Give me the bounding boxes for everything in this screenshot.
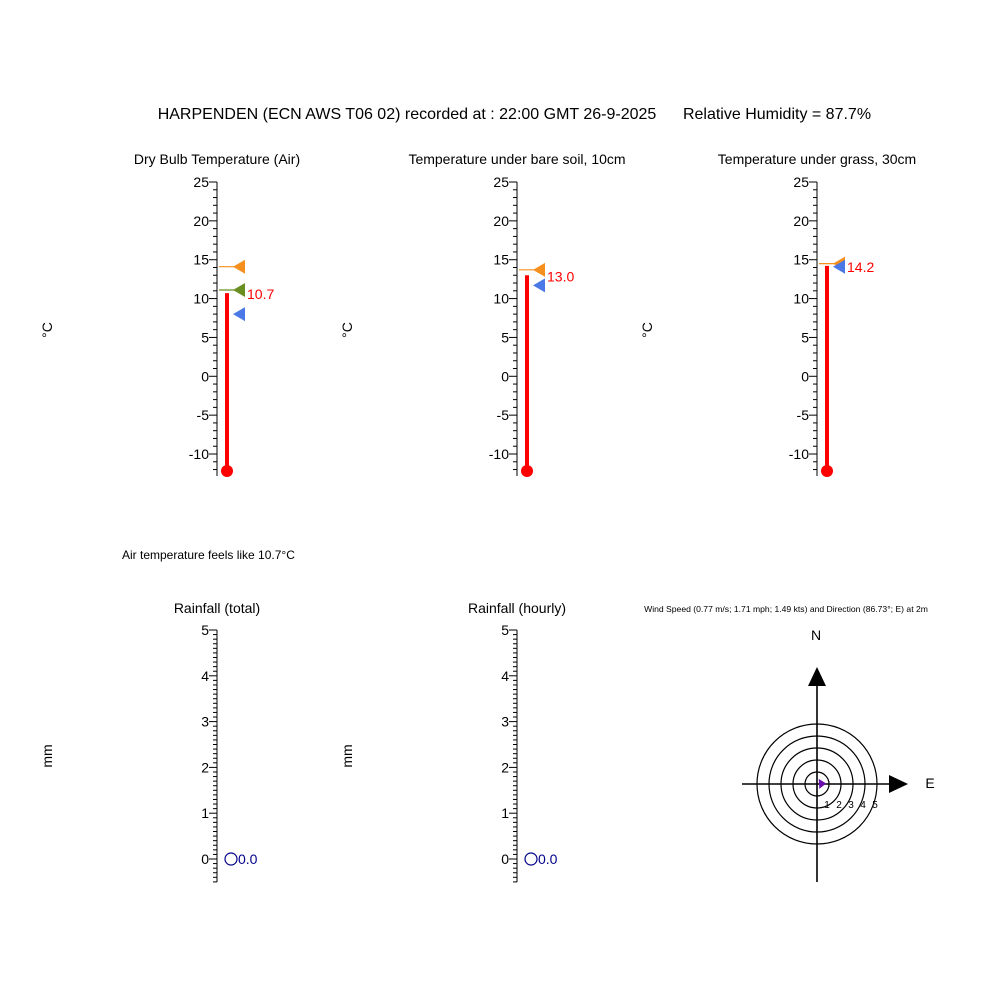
soil-temp-thermometer: 25 20 15 10 5 0 -5 -10 13.0	[489, 174, 574, 477]
tick-label: 0	[201, 851, 209, 867]
tick-label: 20	[493, 213, 509, 229]
rain-hourly-title: Rainfall (hourly)	[468, 600, 566, 616]
mean-marker	[233, 283, 245, 298]
rain-total-gauge: 5 4 3 2 1 0 0.0	[201, 622, 258, 883]
tick-label: 1	[501, 805, 509, 821]
air-temp-title: Dry Bulb Temperature (Air)	[134, 151, 300, 167]
grass-temp-thermometer: 25 20 15 10 5 0 -5 -10 14.2	[789, 174, 874, 477]
tick-label: 25	[193, 174, 209, 190]
tick-label: 20	[793, 213, 809, 229]
rain-value-marker	[524, 852, 538, 866]
air-temp-ylabel: °C	[39, 322, 55, 338]
rain-hourly-gauge: 5 4 3 2 1 0 0.0	[501, 622, 558, 883]
tick-label: 5	[801, 329, 809, 345]
tick-label: 5	[501, 329, 509, 345]
max-marker	[533, 262, 545, 277]
value-label: 13.0	[547, 268, 574, 284]
tick-label: 0	[801, 368, 809, 384]
max-marker	[233, 259, 245, 274]
rain-value-label: 0.0	[538, 851, 558, 867]
tick-label: 25	[793, 174, 809, 190]
tick-label: 3	[201, 714, 209, 730]
humidity-readout: Relative Humidity = 87.7%	[683, 106, 871, 123]
wind-north-label: N	[811, 627, 821, 643]
feels-like-text: Air temperature feels like 10.7°C	[122, 548, 295, 562]
tick-label: -5	[197, 407, 210, 423]
tick-label: 15	[793, 252, 809, 268]
tick-label: 2	[201, 759, 209, 775]
ring-label: 1	[824, 800, 830, 811]
grass-temp-ylabel: °C	[639, 322, 655, 338]
tick-label: 15	[193, 252, 209, 268]
rain-total-ylabel: mm	[39, 744, 55, 767]
grass-temp-title: Temperature under grass, 30cm	[718, 151, 916, 167]
tick-label: 10	[493, 291, 509, 307]
tick-label: -10	[489, 446, 509, 462]
mercury-bulb	[821, 465, 833, 477]
air-temp-thermometer: 25 20 15 10 5 0 -5 -10 10.7	[189, 174, 274, 477]
tick-label: 10	[193, 291, 209, 307]
tick-label: -10	[789, 446, 809, 462]
min-marker	[533, 278, 545, 293]
north-arrow-icon	[808, 667, 826, 686]
tick-label: 4	[501, 668, 509, 684]
tick-label: 20	[193, 213, 209, 229]
tick-label: 3	[501, 714, 509, 730]
wind-direction-arrow	[818, 778, 827, 789]
ring-label: 2	[836, 800, 842, 811]
ring-label: 4	[860, 800, 866, 811]
tick-label: 5	[201, 622, 209, 638]
rain-total-title: Rainfall (total)	[174, 600, 260, 616]
tick-label: 0	[201, 368, 209, 384]
mercury-bulb	[221, 465, 233, 477]
tick-label: 5	[201, 329, 209, 345]
rain-value-label: 0.0	[238, 851, 258, 867]
wind-east-label: E	[925, 775, 934, 791]
soil-temp-title: Temperature under bare soil, 10cm	[408, 151, 625, 167]
min-marker	[833, 259, 845, 274]
east-arrow-icon	[889, 775, 908, 793]
rain-hourly-ylabel: mm	[339, 744, 355, 767]
value-label: 10.7	[247, 286, 274, 302]
min-marker	[233, 307, 245, 322]
ring-label: 3	[848, 800, 854, 811]
mercury-bulb	[521, 465, 533, 477]
tick-label: 2	[501, 759, 509, 775]
rain-value-marker	[224, 852, 238, 866]
tick-label: -5	[497, 407, 510, 423]
tick-label: 25	[493, 174, 509, 190]
tick-label: 1	[201, 805, 209, 821]
value-label: 14.2	[847, 259, 874, 275]
tick-label: 4	[201, 668, 209, 684]
page-title: HARPENDEN (ECN AWS T06 02) recorded at :…	[158, 106, 657, 123]
wind-title: Wind Speed (0.77 m/s; 1.71 mph; 1.49 kts…	[644, 604, 928, 614]
tick-label: -5	[797, 407, 810, 423]
soil-temp-ylabel: °C	[339, 322, 355, 338]
ring-label: 5	[872, 800, 878, 811]
tick-label: 0	[501, 851, 509, 867]
tick-label: 10	[793, 291, 809, 307]
tick-label: -10	[189, 446, 209, 462]
tick-label: 5	[501, 622, 509, 638]
tick-label: 0	[501, 368, 509, 384]
tick-label: 15	[493, 252, 509, 268]
